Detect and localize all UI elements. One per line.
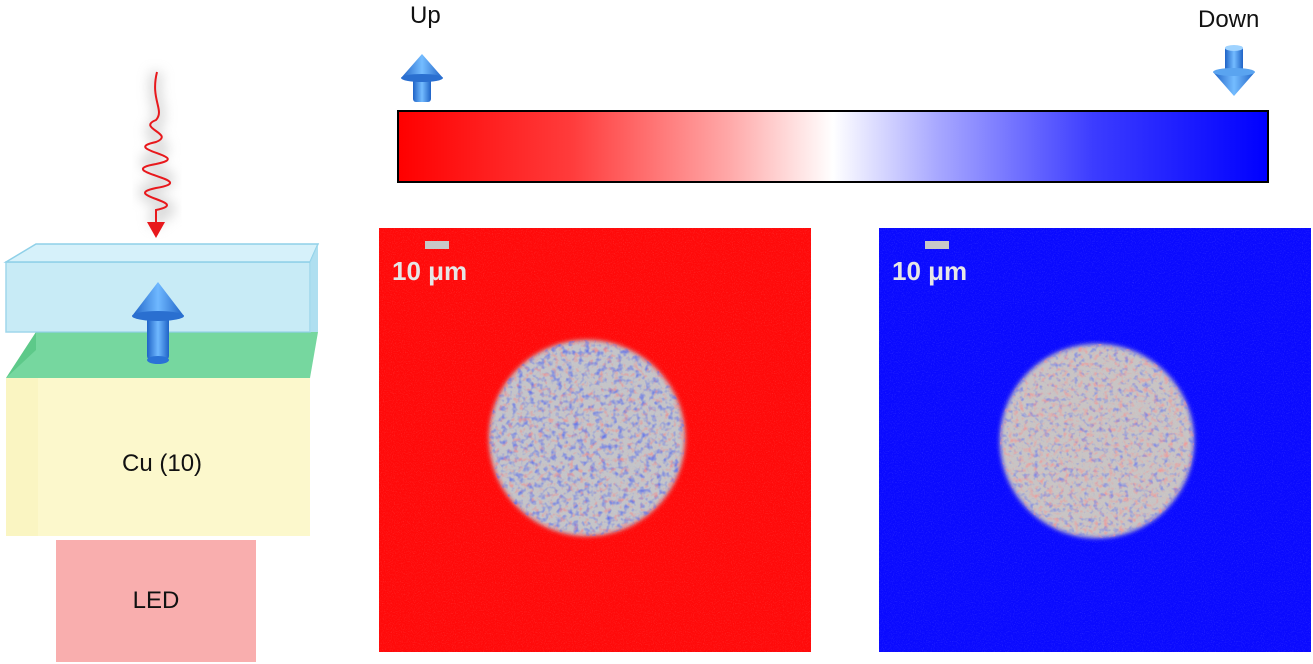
laser-pulse-icon (138, 70, 176, 238)
cu-layer-label: Cu (10) (122, 450, 203, 477)
domain-image-down (879, 228, 1311, 652)
down-arrow-icon (1213, 45, 1255, 96)
cu-layer (6, 378, 310, 536)
led-box: LED (56, 540, 256, 662)
label-down: Down (1198, 6, 1260, 33)
led-label: LED (132, 587, 180, 614)
scale-label: 10 μm (892, 256, 968, 286)
up-arrow-icon (401, 54, 443, 102)
image-panel-down: 10 μm (879, 228, 1311, 652)
scale-bar (425, 241, 449, 249)
domain-image-up (379, 228, 811, 652)
colorbar (397, 110, 1269, 183)
image-panel-up: 10 μm (379, 228, 811, 652)
scale-bar (925, 241, 949, 249)
label-up: Up (410, 2, 441, 29)
scale-label: 10 μm (392, 256, 468, 286)
magnetization-up-arrow-icon (132, 282, 184, 364)
sample-stack-diagram (3, 70, 320, 536)
